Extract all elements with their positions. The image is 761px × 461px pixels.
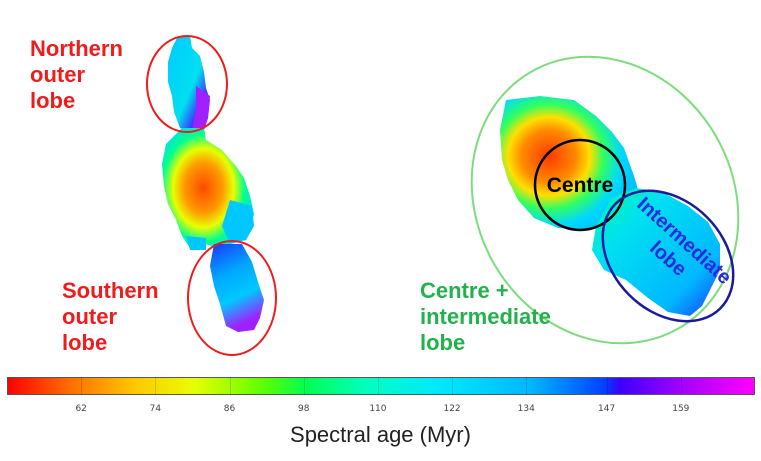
colorbar-tick-label: 134: [517, 404, 535, 414]
southern-outer-lobe-label: Southern outer lobe: [62, 278, 159, 355]
centre-label: Centre: [547, 174, 614, 197]
colorbar-tick-mark: [155, 377, 157, 395]
intermediate-ellipse: [601, 189, 735, 323]
centre-intermediate-label: Centre + intermediate lobe: [420, 278, 551, 355]
colorbar-tick-label: 122: [443, 404, 461, 414]
colorbar-tick-mark: [303, 377, 305, 395]
colorbar-tick-mark: [680, 377, 682, 395]
colorbar-tick-label: 86: [223, 404, 236, 414]
colorbar-tick-mark: [81, 377, 83, 395]
right-core-source: [500, 96, 640, 230]
colorbar-tick-label: 159: [672, 404, 690, 414]
colorbar-tick-mark: [377, 377, 379, 395]
colorbar-tick-mark: [229, 377, 231, 395]
colorbar-tick-mark: [606, 377, 608, 395]
southern-lobe-circle: [187, 240, 277, 356]
northern-lobe-source: [168, 36, 210, 132]
colorbar-tick-label: 62: [75, 404, 87, 414]
colorbar-tick-label: 110: [369, 404, 387, 414]
colorbar-tick-label: 74: [149, 404, 162, 414]
southern-lobe-source: [210, 244, 264, 332]
colorbar-title: Spectral age (Myr): [290, 422, 471, 447]
northern-lobe-circle: [146, 35, 228, 133]
centre-circle: [533, 138, 627, 232]
left-core-source: [162, 128, 254, 250]
colorbar-tick-label: 98: [297, 404, 310, 414]
colorbar: [7, 377, 755, 395]
intermediate-lobe-source: [592, 188, 720, 316]
colorbar-tick-label: 147: [598, 404, 616, 414]
colorbar-tick-mark: [526, 377, 528, 395]
colorbar-tick-mark: [452, 377, 454, 395]
northern-outer-lobe-label: Northern outer lobe: [30, 36, 123, 113]
combined-ellipse: [470, 55, 740, 345]
